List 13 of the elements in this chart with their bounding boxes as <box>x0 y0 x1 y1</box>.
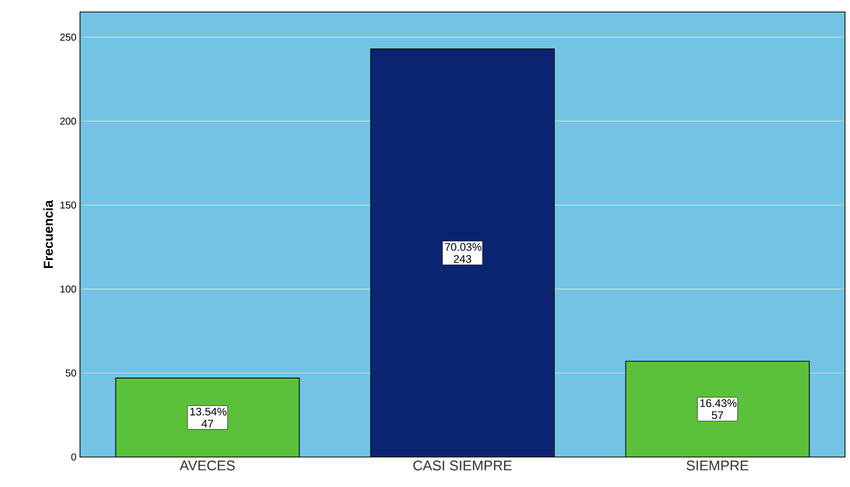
y-tick-label: 200 <box>60 118 76 125</box>
y-tick-label: 250 <box>60 34 76 41</box>
x-tick-label: CASI SIEMPRE <box>413 460 512 470</box>
x-tick-label: SIEMPRE <box>686 460 748 470</box>
data-label: 16.43% 57 <box>700 399 736 420</box>
data-label: 70.03% 243 <box>445 243 482 263</box>
y-tick-label: 0 <box>71 453 76 461</box>
y-tick-label: 100 <box>60 286 76 293</box>
x-tick-label: AVECES <box>180 460 235 470</box>
y-tick-label: 50 <box>66 370 76 377</box>
y-axis-title: Frecuencia <box>43 200 53 268</box>
y-tick-label: 150 <box>60 202 76 209</box>
data-label: 13.54% 47 <box>190 408 226 428</box>
